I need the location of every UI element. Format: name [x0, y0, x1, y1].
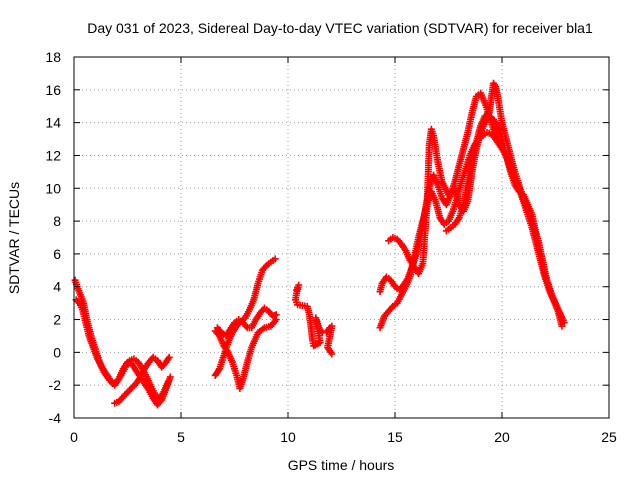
- data-point: [272, 311, 280, 319]
- data-point: [532, 234, 540, 241]
- y-tick-label: 14: [45, 115, 61, 131]
- x-axis-ticks: 0 5 10 15 20 25: [70, 57, 617, 445]
- data-point: [328, 350, 336, 358]
- data-point: [165, 353, 173, 361]
- series-sat-h: [323, 322, 336, 358]
- y-axis-ticks: -4 -2 0 2 4 6 8 10 12 14 16 18: [45, 49, 609, 426]
- data-marks: [71, 79, 568, 409]
- y-tick-label: 6: [53, 246, 61, 262]
- y-tick-label: 16: [45, 82, 61, 98]
- y-tick-label: 10: [45, 180, 61, 196]
- x-tick-label: 0: [70, 429, 78, 445]
- x-tick-label: 10: [280, 429, 296, 445]
- y-tick-label: 12: [45, 147, 61, 163]
- y-axis-label: SDTVAR / TECUs: [6, 182, 22, 294]
- y-tick-label: -2: [49, 377, 62, 393]
- y-tick-label: 4: [53, 279, 61, 295]
- data-point: [166, 373, 174, 381]
- series-sat-e: [211, 255, 279, 379]
- series-sat-c: [111, 353, 173, 407]
- y-tick-label: -4: [49, 410, 62, 426]
- series-sat-f: [213, 304, 280, 340]
- data-point: [271, 255, 279, 263]
- data-point: [558, 322, 566, 330]
- x-tick-label: 25: [601, 429, 617, 445]
- series-sat-b: [72, 296, 174, 409]
- y-tick-label: 2: [53, 312, 61, 328]
- chart-title: Day 031 of 2023, Sidereal Day-to-day VTE…: [87, 20, 593, 36]
- plot-frame: [73, 56, 610, 419]
- grid: [74, 57, 609, 418]
- x-axis-label: GPS time / hours: [288, 457, 395, 473]
- y-tick-label: 18: [45, 49, 61, 65]
- y-tick-label: 8: [53, 213, 61, 229]
- x-tick-label: 15: [387, 429, 403, 445]
- series-sat-l: [442, 79, 540, 241]
- series-sat-g: [291, 281, 326, 350]
- x-tick-label: 20: [494, 429, 510, 445]
- y-tick-label: 0: [53, 344, 61, 360]
- x-tick-label: 5: [177, 429, 185, 445]
- series-sat-a: [71, 276, 172, 402]
